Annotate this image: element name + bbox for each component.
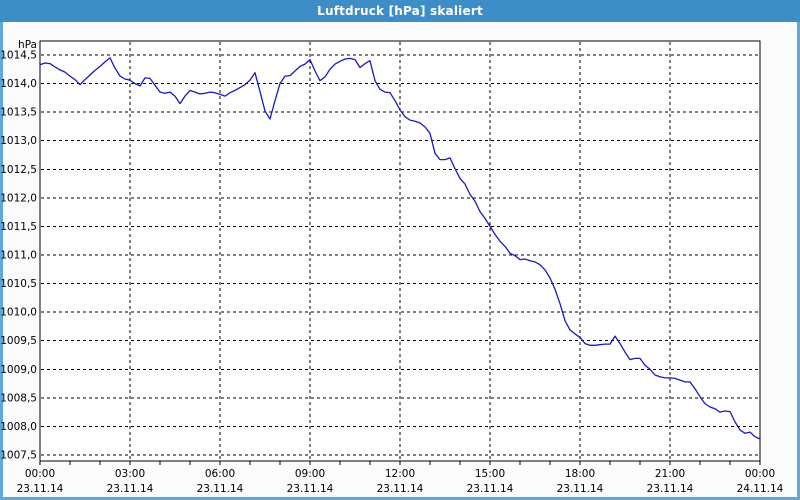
- x-tick-time-label: 18:00: [565, 468, 595, 480]
- x-tick-time-label: 12:00: [385, 468, 415, 480]
- x-tick-time-label: 21:00: [655, 468, 685, 480]
- x-tick-date-label: 23.11.14: [197, 483, 244, 495]
- y-tick-label: 1008,0: [0, 421, 37, 433]
- pressure-line-series: [39, 57, 761, 440]
- x-tick-date-label: 24.11.14: [737, 483, 784, 495]
- x-tick-date-label: 23.11.14: [17, 483, 64, 495]
- window-border-left: [0, 22, 3, 500]
- x-tick-date-label: 23.11.14: [647, 483, 694, 495]
- x-tick-time-label: 03:00: [115, 468, 145, 480]
- x-tick-date-label: 23.11.14: [287, 483, 334, 495]
- y-tick-label: 1014,0: [0, 78, 37, 90]
- x-tick-date-label: 23.11.14: [557, 483, 604, 495]
- x-tick-time-label: 00:00: [745, 468, 775, 480]
- y-tick-label: 1011,0: [0, 250, 37, 262]
- y-tick-label: 1009,0: [0, 364, 37, 376]
- y-tick-label: 1009,5: [0, 335, 37, 347]
- x-tick-time-label: 06:00: [205, 468, 235, 480]
- y-tick-label: 1011,5: [0, 221, 37, 233]
- window-titlebar: Luftdruck [hPa] skaliert: [0, 0, 800, 22]
- y-axis-unit-label: hPa: [18, 39, 37, 51]
- x-tick-date-label: 23.11.14: [467, 483, 514, 495]
- x-tick-time-label: 09:00: [295, 468, 325, 480]
- window-border-bottom: [0, 497, 800, 500]
- y-tick-label: 1013,5: [0, 107, 37, 119]
- y-tick-label: 1014,5: [0, 50, 37, 62]
- x-tick-date-label: 23.11.14: [377, 483, 424, 495]
- y-tick-label: 1012,0: [0, 192, 37, 204]
- x-tick-time-label: 15:00: [475, 468, 505, 480]
- window-border-right: [797, 22, 800, 500]
- y-tick-label: 1008,5: [0, 392, 37, 404]
- x-tick-time-label: 00:00: [25, 468, 55, 480]
- y-tick-label: 1013,0: [0, 135, 37, 147]
- x-tick-date-label: 23.11.14: [107, 483, 154, 495]
- y-tick-label: 1007,5: [0, 450, 37, 462]
- y-tick-label: 1010,5: [0, 278, 37, 290]
- y-tick-label: 1012,5: [0, 164, 37, 176]
- y-tick-label: 1010,0: [0, 307, 37, 319]
- window-title: Luftdruck [hPa] skaliert: [317, 4, 483, 18]
